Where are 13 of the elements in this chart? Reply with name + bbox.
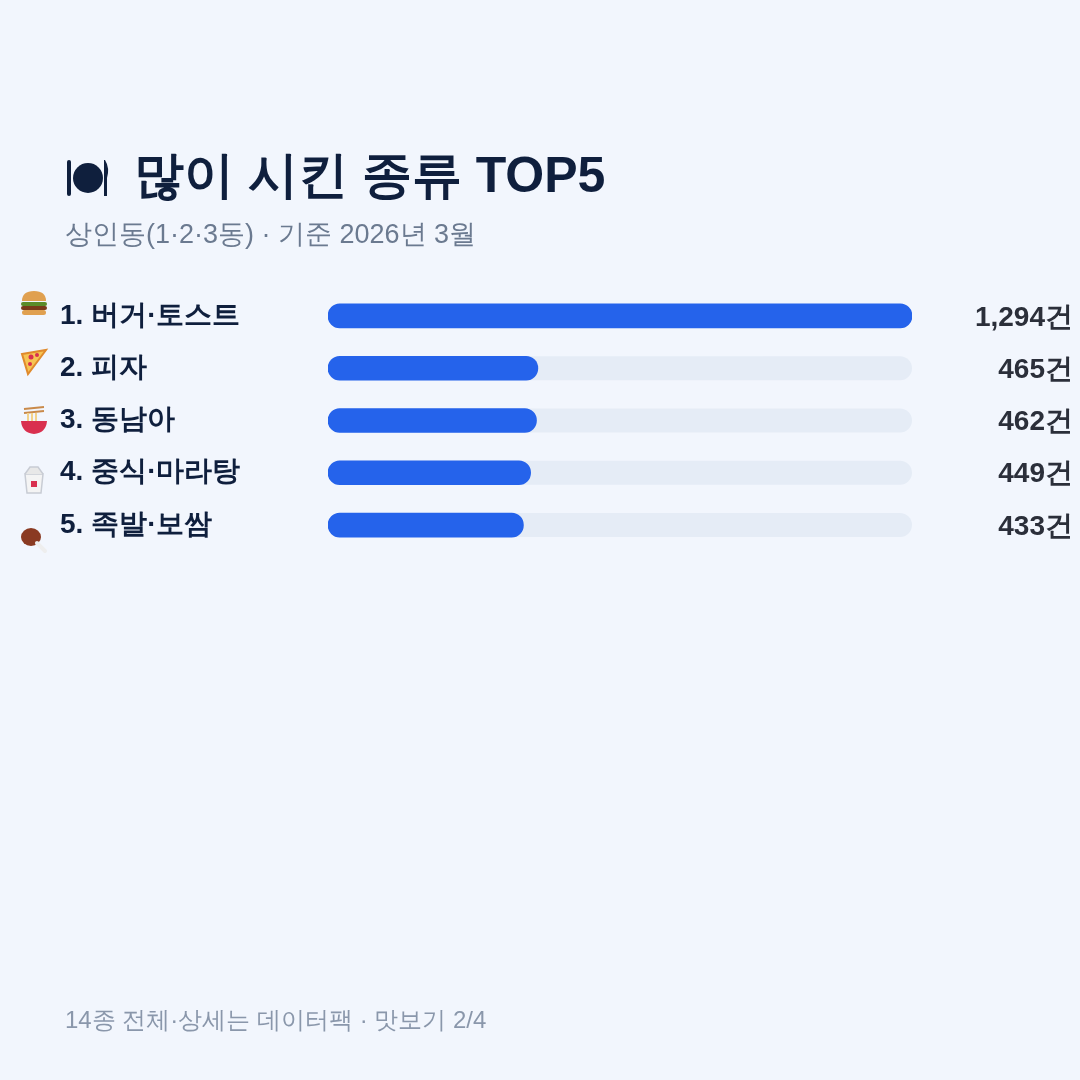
data-label: 1,294건 xyxy=(974,300,1073,332)
y-tick-label: 1. 버거·토스트 xyxy=(60,298,241,330)
data-label: 449건 xyxy=(998,457,1073,489)
y-tick-label: 2. 피자 xyxy=(60,350,148,382)
data-label: 433건 xyxy=(998,509,1073,541)
y-tick-label: 3. 동남아 xyxy=(60,403,176,435)
chart-title: 많이 시킨 종류 TOP5 xyxy=(134,146,606,205)
text: 14종 전체·상세는 데이터팩 · 맛보기 2/4 xyxy=(65,1005,487,1035)
data-label: 462건 xyxy=(998,405,1073,437)
y-tick-label: 5. 족발·보쌈 xyxy=(60,507,213,539)
data-label: 465건 xyxy=(998,352,1073,384)
y-tick-label: 4. 중식·마라탕 xyxy=(60,455,241,487)
chart-subtitle: 상인동(1·2·3동) · 기준 2026년 3월 xyxy=(65,218,477,251)
